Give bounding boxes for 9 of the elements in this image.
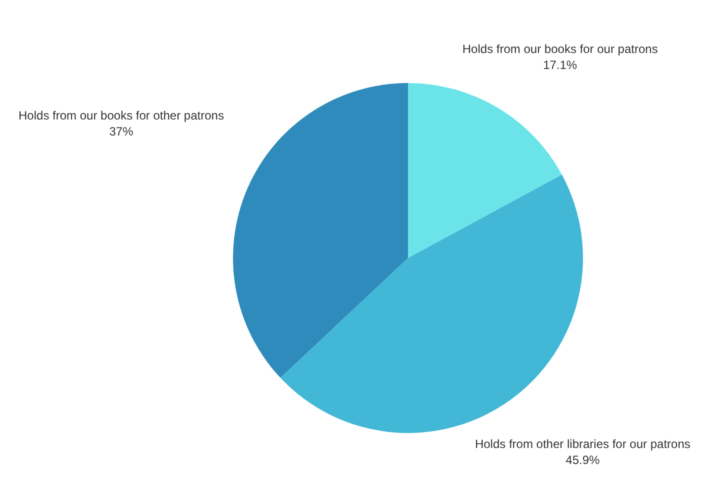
data-label: 37% <box>109 124 134 139</box>
slice-label: Holds from other libraries for our patrons <box>474 436 690 451</box>
slice-label: Holds from our books for other patrons <box>18 108 224 123</box>
pie-slice <box>408 83 562 258</box>
data-label: 45.9% <box>566 452 600 467</box>
data-label: 17.1% <box>543 58 578 72</box>
pie-slice <box>280 174 583 433</box>
slice-label: Holds from our books for our patrons <box>462 42 658 56</box>
pie-slice <box>233 83 408 378</box>
